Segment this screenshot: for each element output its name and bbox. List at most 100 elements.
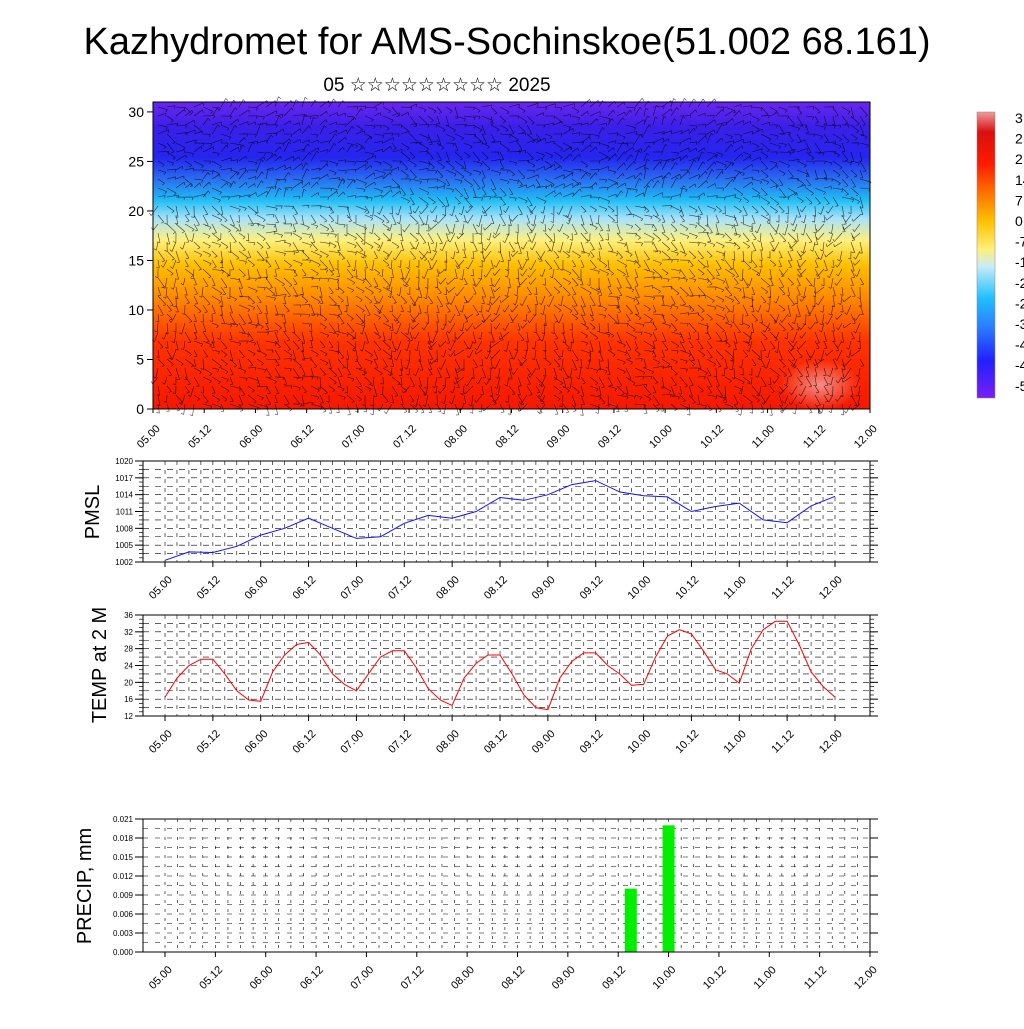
x-tick-label: 11.12 [769, 574, 796, 601]
pmsl-series [164, 480, 836, 561]
y-tick-label: 1014 [115, 491, 133, 500]
colorbar-label: -3 [1015, 316, 1024, 332]
x-tick-label: 12.00 [852, 964, 880, 992]
y-tick-label: 0.012 [113, 872, 134, 881]
chart-subtitle: 05 ☆☆☆☆☆☆☆☆☆ 2025 [323, 75, 550, 96]
y-tick-label: 1011 [116, 508, 134, 517]
colorbar: 3 2 2 14 7 0 -7 -1 -2 -2 -3 -4 -4 -5 [976, 110, 1024, 399]
colorbar-labels: 3 2 2 14 7 0 -7 -1 -2 -2 -3 -4 -4 -5 [1015, 110, 1024, 394]
x-tick-label: 12.00 [817, 728, 845, 756]
x-tick-label: 06.00 [243, 728, 271, 756]
x-tick-label: 09.00 [530, 574, 558, 602]
x-tick-label: 09.00 [550, 964, 578, 992]
x-tick-label: 10.00 [625, 728, 653, 756]
y-tick-label: 20 [124, 678, 133, 687]
y-tick-label: 15 [128, 252, 144, 268]
wind-barb-field [149, 96, 872, 417]
precip-bar [624, 888, 637, 952]
x-tick-label: 09.12 [600, 964, 628, 992]
y-tick-label: 10 [128, 302, 144, 318]
colorbar-label: 3 [1015, 110, 1023, 126]
y-tick-label: 0.009 [113, 891, 134, 900]
precip-x-axis: 05.00 05.12 06.00 06.12 07.00 07.12 08.00 08.12… [147, 952, 880, 992]
x-tick-label: 10.00 [625, 574, 653, 602]
y-tick-label: 5 [136, 351, 144, 367]
x-tick-label: 08.00 [449, 964, 477, 992]
colorbar-label: -1 [1015, 254, 1024, 270]
x-tick-label: 06.12 [290, 728, 318, 756]
x-tick-label: 06.00 [243, 574, 271, 602]
x-tick-label: 05.00 [147, 964, 175, 992]
x-tick-label: 10.12 [673, 574, 701, 602]
precip-panel: 0.000 0.003 0.006 0.009 0.012 0.015 0.018 0.021… [74, 815, 880, 992]
x-tick-label: 06.00 [248, 964, 276, 992]
x-tick-label: 06.12 [290, 574, 318, 602]
x-tick-label: 10.12 [673, 728, 701, 756]
y-tick-label: 0.015 [113, 853, 134, 862]
y-tick-label: 1020 [115, 457, 133, 466]
precip-bar [662, 825, 675, 952]
x-tick-label: 07.00 [340, 423, 368, 451]
y-tick-label: 1008 [115, 524, 133, 533]
x-tick-label: 10.12 [698, 423, 726, 451]
x-tick-label: 12.00 [817, 574, 845, 602]
colorbar-label: -4 [1015, 357, 1024, 373]
x-tick-label: 07.00 [338, 728, 366, 756]
y-tick-label: 1002 [115, 558, 133, 567]
x-tick-label: 05.00 [135, 423, 163, 451]
temp-x-axis: 05.00 05.12 06.00 06.12 07.00 07.12 08.00 08.12… [147, 716, 845, 756]
y-tick-label: 0.018 [113, 834, 134, 843]
pmsl-y-axis: 1002 1005 1008 1011 1014 1017 1020 [115, 457, 878, 567]
cross-section-y-axis: 0 5 10 15 20 25 30 [128, 104, 153, 417]
temp-ylabel: TEMP at 2 M [89, 607, 111, 723]
pmsl-grid [143, 460, 870, 563]
colorbar-label: -2 [1015, 275, 1024, 291]
temp-y-axis: 12 16 20 24 28 32 36 [124, 611, 878, 721]
x-tick-label: 08.12 [482, 574, 510, 602]
colorbar-label: -4 [1015, 337, 1024, 353]
x-tick-label: 06.12 [298, 964, 326, 992]
colorbar-label: 2 [1015, 131, 1023, 147]
pmsl-x-axis: 05.00 05.12 06.00 06.12 07.00 07.12 08.00 08.12… [147, 562, 845, 602]
chart-title: Kazhydromet for AMS-Sochinskoe(51.002 68… [83, 21, 930, 63]
x-tick-label: 09.00 [545, 423, 573, 451]
x-tick-label: 09.12 [578, 728, 606, 756]
x-tick-label: 07.00 [348, 964, 376, 992]
x-tick-label: 05.12 [197, 964, 225, 992]
x-tick-label: 07.12 [386, 728, 414, 756]
colorbar-label: -2 [1015, 295, 1024, 311]
y-tick-label: 28 [124, 645, 133, 654]
x-tick-label: 05.00 [147, 728, 175, 756]
x-tick-label: 08.12 [499, 964, 527, 992]
cross-section-x-axis: 05.00 05.12 06.00 06.12 07.00 07.12 08.00 08.12… [135, 409, 880, 451]
x-tick-label: 11.00 [721, 728, 748, 755]
x-tick-label: 07.00 [338, 574, 366, 602]
x-tick-label: 10.00 [647, 423, 675, 451]
colorbar-label: 2 [1015, 151, 1023, 167]
x-tick-label: 08.12 [493, 423, 521, 451]
colorbar-label: 7 [1015, 192, 1023, 208]
precip-y-axis: 0.000 0.003 0.006 0.009 0.012 0.015 0.018 0.021 [113, 815, 878, 957]
colorbar-strip [976, 111, 996, 399]
y-tick-label: 12 [124, 712, 133, 721]
x-tick-label: 11.12 [769, 728, 796, 755]
y-tick-label: 0.000 [113, 948, 134, 957]
x-tick-label: 11.00 [751, 964, 778, 991]
wind-barbs [149, 96, 872, 417]
temp-series [164, 620, 836, 711]
temp-line [164, 620, 836, 711]
precip-frame [142, 818, 871, 953]
x-tick-label: 10.12 [701, 964, 729, 992]
y-tick-label: 24 [124, 662, 133, 671]
x-tick-label: 07.12 [391, 423, 419, 451]
y-tick-label: 1017 [115, 474, 133, 483]
y-tick-label: 32 [124, 628, 133, 637]
y-tick-label: 0 [136, 401, 144, 417]
x-tick-label: 05.12 [195, 574, 223, 602]
x-tick-label: 12.00 [852, 423, 880, 451]
y-tick-label: 0.006 [113, 910, 134, 919]
x-tick-label: 10.00 [650, 964, 678, 992]
x-tick-label: 08.00 [434, 574, 462, 602]
